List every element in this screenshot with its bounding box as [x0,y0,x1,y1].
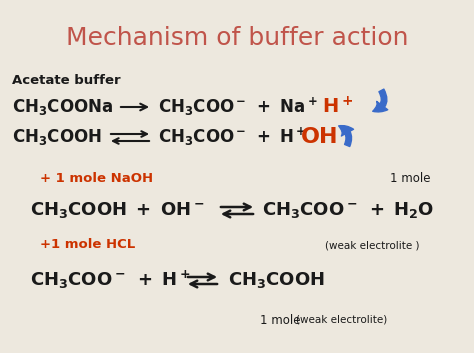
Text: $\mathbf{CH_3COOH}$: $\mathbf{CH_3COOH}$ [228,270,325,290]
Text: + 1 mole NaOH: + 1 mole NaOH [40,172,153,185]
Text: $\mathbf{CH_3COOH\ +\ OH^-}$: $\mathbf{CH_3COOH\ +\ OH^-}$ [30,200,205,220]
Text: Mechanism of buffer action: Mechanism of buffer action [66,26,408,50]
Text: $\mathbf{CH_3COO^-\ +\ H_2O}$: $\mathbf{CH_3COO^-\ +\ H_2O}$ [262,200,434,220]
Text: $\mathbf{CH_3COOH}$: $\mathbf{CH_3COOH}$ [12,127,102,147]
Text: $\mathbf{CH_3COO^-\ +\ H^+}$: $\mathbf{CH_3COO^-\ +\ H^+}$ [30,269,191,291]
Text: 1 mole: 1 mole [260,313,304,327]
Text: (weak electrolite): (weak electrolite) [296,315,387,325]
Text: 1 mole: 1 mole [390,172,430,185]
Text: $\mathbf{H^+}$: $\mathbf{H^+}$ [322,96,353,118]
Text: $\mathbf{CH_3COO^-\ +\ Na^+}$: $\mathbf{CH_3COO^-\ +\ Na^+}$ [158,96,318,118]
FancyArrowPatch shape [338,126,354,146]
FancyArrowPatch shape [373,89,388,112]
Text: $\mathbf{CH_3COONa}$: $\mathbf{CH_3COONa}$ [12,97,113,117]
Text: $\mathbf{CH_3COO^-\ +\ H^+}$: $\mathbf{CH_3COO^-\ +\ H^+}$ [158,126,306,148]
Text: +1 mole HCL: +1 mole HCL [40,239,135,251]
Text: $\mathbf{OH^-}$: $\mathbf{OH^-}$ [300,127,354,147]
Text: (weak electrolite ): (weak electrolite ) [325,240,419,250]
Text: Acetate buffer: Acetate buffer [12,73,120,86]
